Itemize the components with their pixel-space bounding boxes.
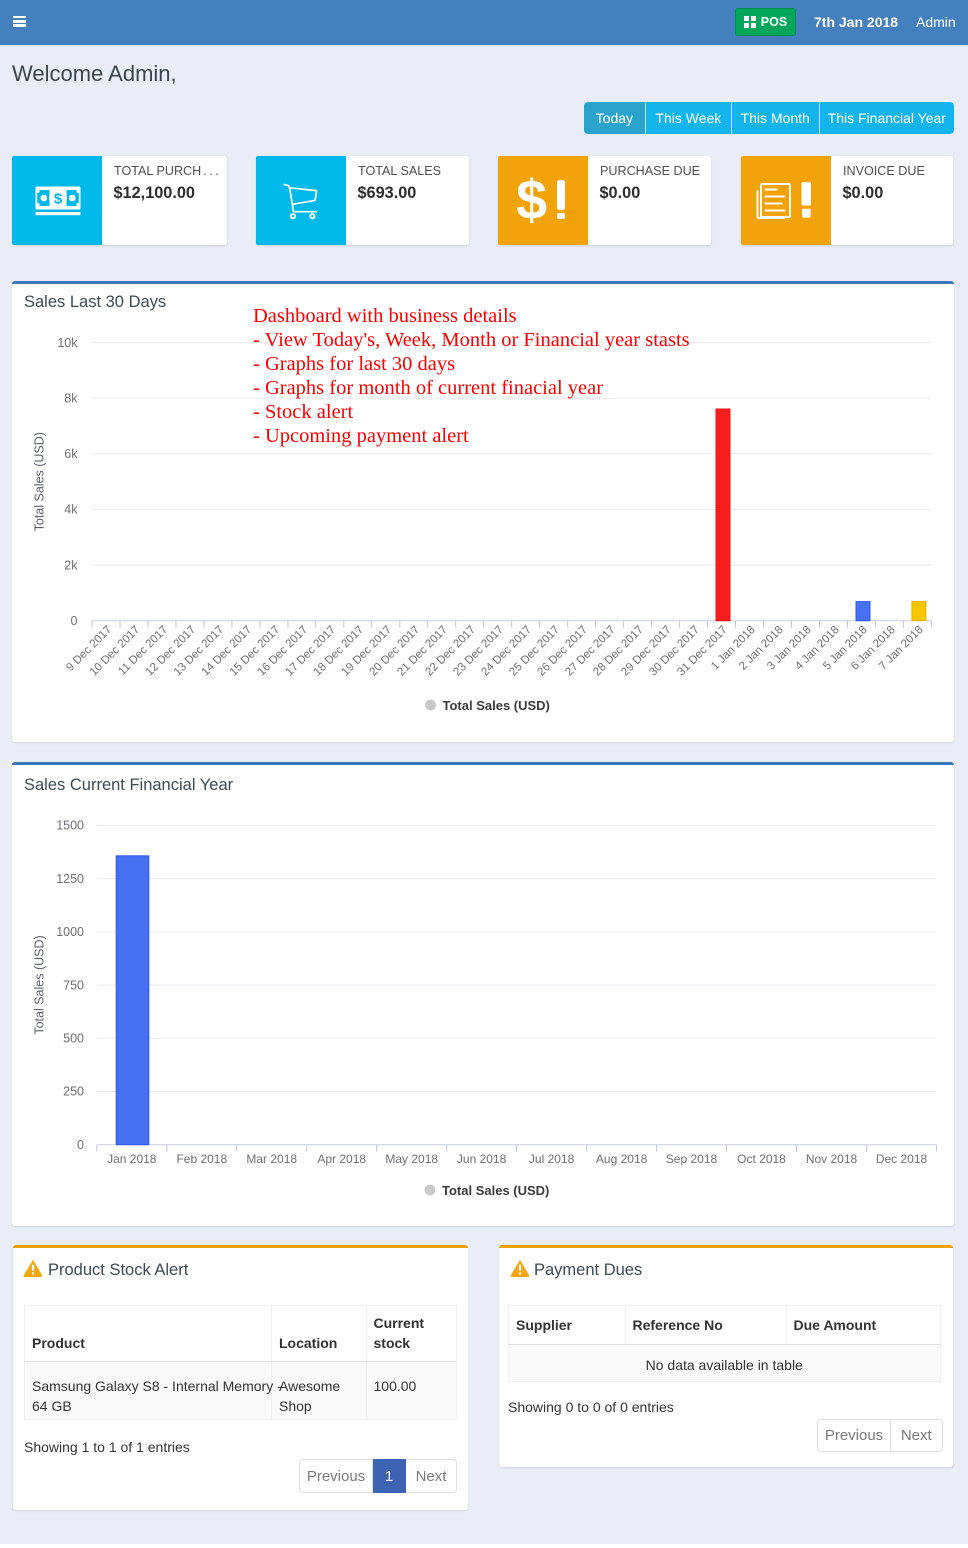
svg-text:Sep 2018: Sep 2018 (666, 1152, 718, 1166)
svg-text:2k: 2k (64, 558, 78, 572)
svg-text:May 2018: May 2018 (385, 1152, 438, 1166)
svg-text:Jan 2018: Jan 2018 (107, 1152, 157, 1166)
svg-text:Feb 2018: Feb 2018 (176, 1152, 227, 1166)
svg-text:$: $ (54, 190, 63, 207)
svg-text:Nov 2018: Nov 2018 (806, 1152, 858, 1166)
svg-text:1250: 1250 (56, 872, 84, 886)
svg-text:500: 500 (63, 1032, 84, 1046)
svg-text:250: 250 (63, 1085, 84, 1099)
svg-text:Jul 2018: Jul 2018 (529, 1152, 575, 1166)
svg-text:Total Sales (USD): Total Sales (USD) (442, 1183, 549, 1198)
svg-text:Dec 2018: Dec 2018 (876, 1152, 928, 1166)
svg-text:Apr 2018: Apr 2018 (317, 1152, 366, 1166)
svg-text:0: 0 (71, 614, 78, 628)
svg-text:6k: 6k (64, 447, 78, 461)
svg-text:Total Sales (USD): Total Sales (USD) (33, 935, 47, 1034)
svg-text:Oct 2018: Oct 2018 (737, 1152, 786, 1166)
svg-text:1500: 1500 (56, 819, 84, 833)
svg-text:8k: 8k (64, 391, 78, 405)
svg-text:1000: 1000 (56, 925, 84, 939)
svg-text:Mar 2018: Mar 2018 (246, 1152, 297, 1166)
svg-text:Total Sales (USD): Total Sales (USD) (33, 432, 47, 531)
svg-text:4k: 4k (64, 503, 78, 517)
svg-text:10k: 10k (57, 336, 78, 350)
svg-text:750: 750 (63, 978, 84, 992)
svg-text:Jun 2018: Jun 2018 (457, 1152, 507, 1166)
svg-text:Aug 2018: Aug 2018 (596, 1152, 648, 1166)
svg-text:0: 0 (77, 1138, 84, 1152)
svg-text:Total Sales (USD): Total Sales (USD) (443, 698, 550, 713)
